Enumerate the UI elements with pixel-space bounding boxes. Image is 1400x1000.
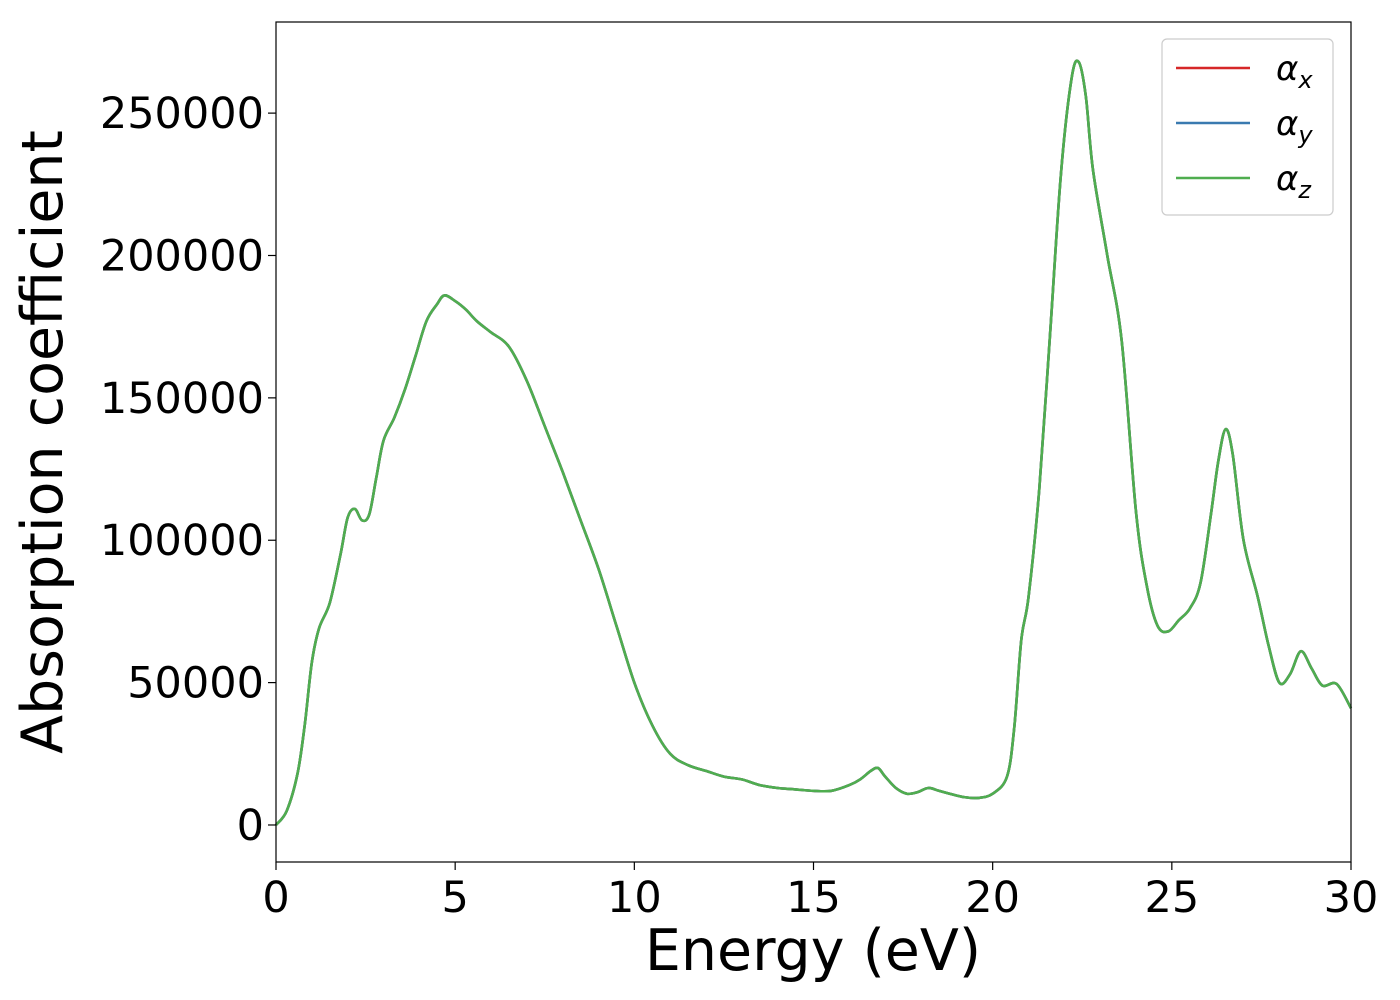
x-axis-title: Energy (eV) xyxy=(645,918,981,984)
x-tick-label: 15 xyxy=(786,873,841,923)
y-tick-label: 200000 xyxy=(100,231,264,281)
x-tick-label: 20 xyxy=(965,873,1020,923)
y-tick-label: 100000 xyxy=(100,516,264,566)
x-tick-label: 30 xyxy=(1324,873,1379,923)
legend-label-x: αx xyxy=(1276,49,1313,94)
series-layer xyxy=(274,59,1353,826)
x-tick-label: 5 xyxy=(441,873,468,923)
y-tick-label: 50000 xyxy=(127,659,264,709)
y-tick-label: 150000 xyxy=(100,374,264,424)
x-tick-label: 0 xyxy=(262,873,289,923)
y-tick-label: 0 xyxy=(237,801,264,851)
legend: αx αy αz xyxy=(1161,38,1334,216)
x-tick-label: 25 xyxy=(1144,873,1199,923)
legend-box xyxy=(1161,38,1334,216)
y-tick-label: 250000 xyxy=(100,89,264,139)
legend-label-y: αy xyxy=(1276,104,1313,149)
series-line-alpha-z xyxy=(274,59,1353,826)
legend-label-z: αz xyxy=(1276,159,1312,204)
y-axis: 0 50000 100000 150000 200000 250000 xyxy=(100,89,276,851)
x-axis: 0 5 10 15 20 25 30 xyxy=(262,862,1378,923)
x-tick-label: 10 xyxy=(607,873,662,923)
y-axis-title: Absorption coefficient xyxy=(10,130,76,754)
